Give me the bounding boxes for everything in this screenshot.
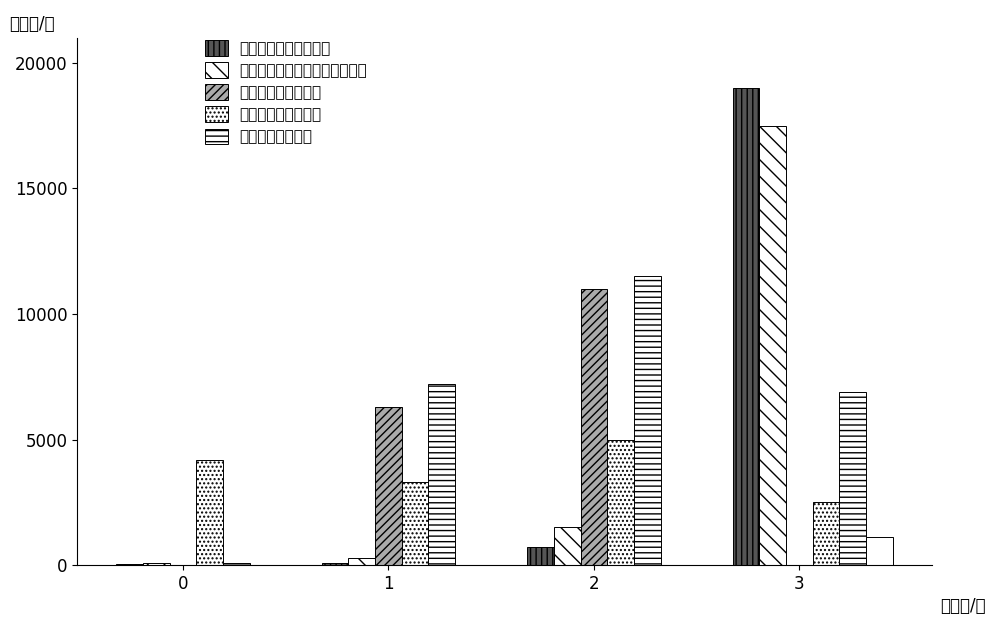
Bar — [402, 482, 428, 565]
Text: 样本数/个: 样本数/个 — [9, 14, 55, 33]
Bar — [527, 547, 554, 565]
Bar — [554, 527, 581, 565]
Text: 用户数/个: 用户数/个 — [940, 597, 986, 614]
Bar — [143, 562, 170, 565]
Bar — [813, 502, 839, 565]
Bar — [375, 407, 402, 565]
Bar — [607, 440, 634, 565]
Bar — [428, 384, 455, 565]
Bar — [733, 88, 759, 565]
Bar — [348, 557, 375, 565]
Bar — [581, 289, 607, 565]
Bar — [223, 562, 250, 565]
Bar — [839, 392, 866, 565]
Bar — [759, 125, 786, 565]
Bar — [196, 460, 223, 565]
Bar — [634, 277, 661, 565]
Legend: 理论最优功率分配方式, 基于路径损耗部分补偿分配方式, 等功率发射分配方式, 等功率接收分配方式, 随机功率分配方式: 理论最优功率分配方式, 基于路径损耗部分补偿分配方式, 等功率发射分配方式, 等… — [205, 40, 367, 145]
Bar — [322, 562, 348, 565]
Bar — [866, 537, 893, 565]
Bar — [116, 564, 143, 565]
